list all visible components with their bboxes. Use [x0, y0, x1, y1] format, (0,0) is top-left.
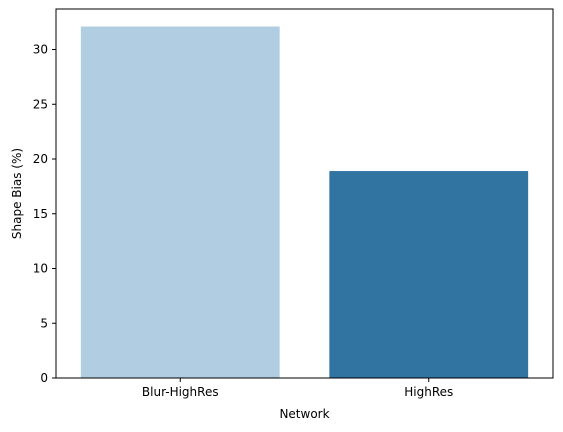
y-axis-label: Shape Bias (%): [10, 148, 24, 239]
x-axis-label: Network: [279, 407, 329, 421]
y-tick-label: 25: [33, 97, 48, 111]
x-axis: Blur-HighRes HighRes: [142, 378, 453, 399]
y-tick-label: 20: [33, 152, 48, 166]
y-axis: 0 5 10 15 20 25 30: [33, 43, 56, 385]
y-tick-label: 15: [33, 207, 48, 221]
y-tick-label: 5: [40, 316, 48, 330]
y-tick-label: 0: [40, 371, 48, 385]
bar-highres: [329, 171, 529, 378]
y-tick-label: 30: [33, 43, 48, 57]
x-tick-label: Blur-HighRes: [142, 385, 219, 399]
plot-frame: [55, 8, 554, 379]
y-tick-label: 10: [33, 262, 48, 276]
x-tick-label: HighRes: [404, 385, 453, 399]
plot-area: [80, 26, 529, 378]
bar-blur-highres: [80, 26, 280, 378]
